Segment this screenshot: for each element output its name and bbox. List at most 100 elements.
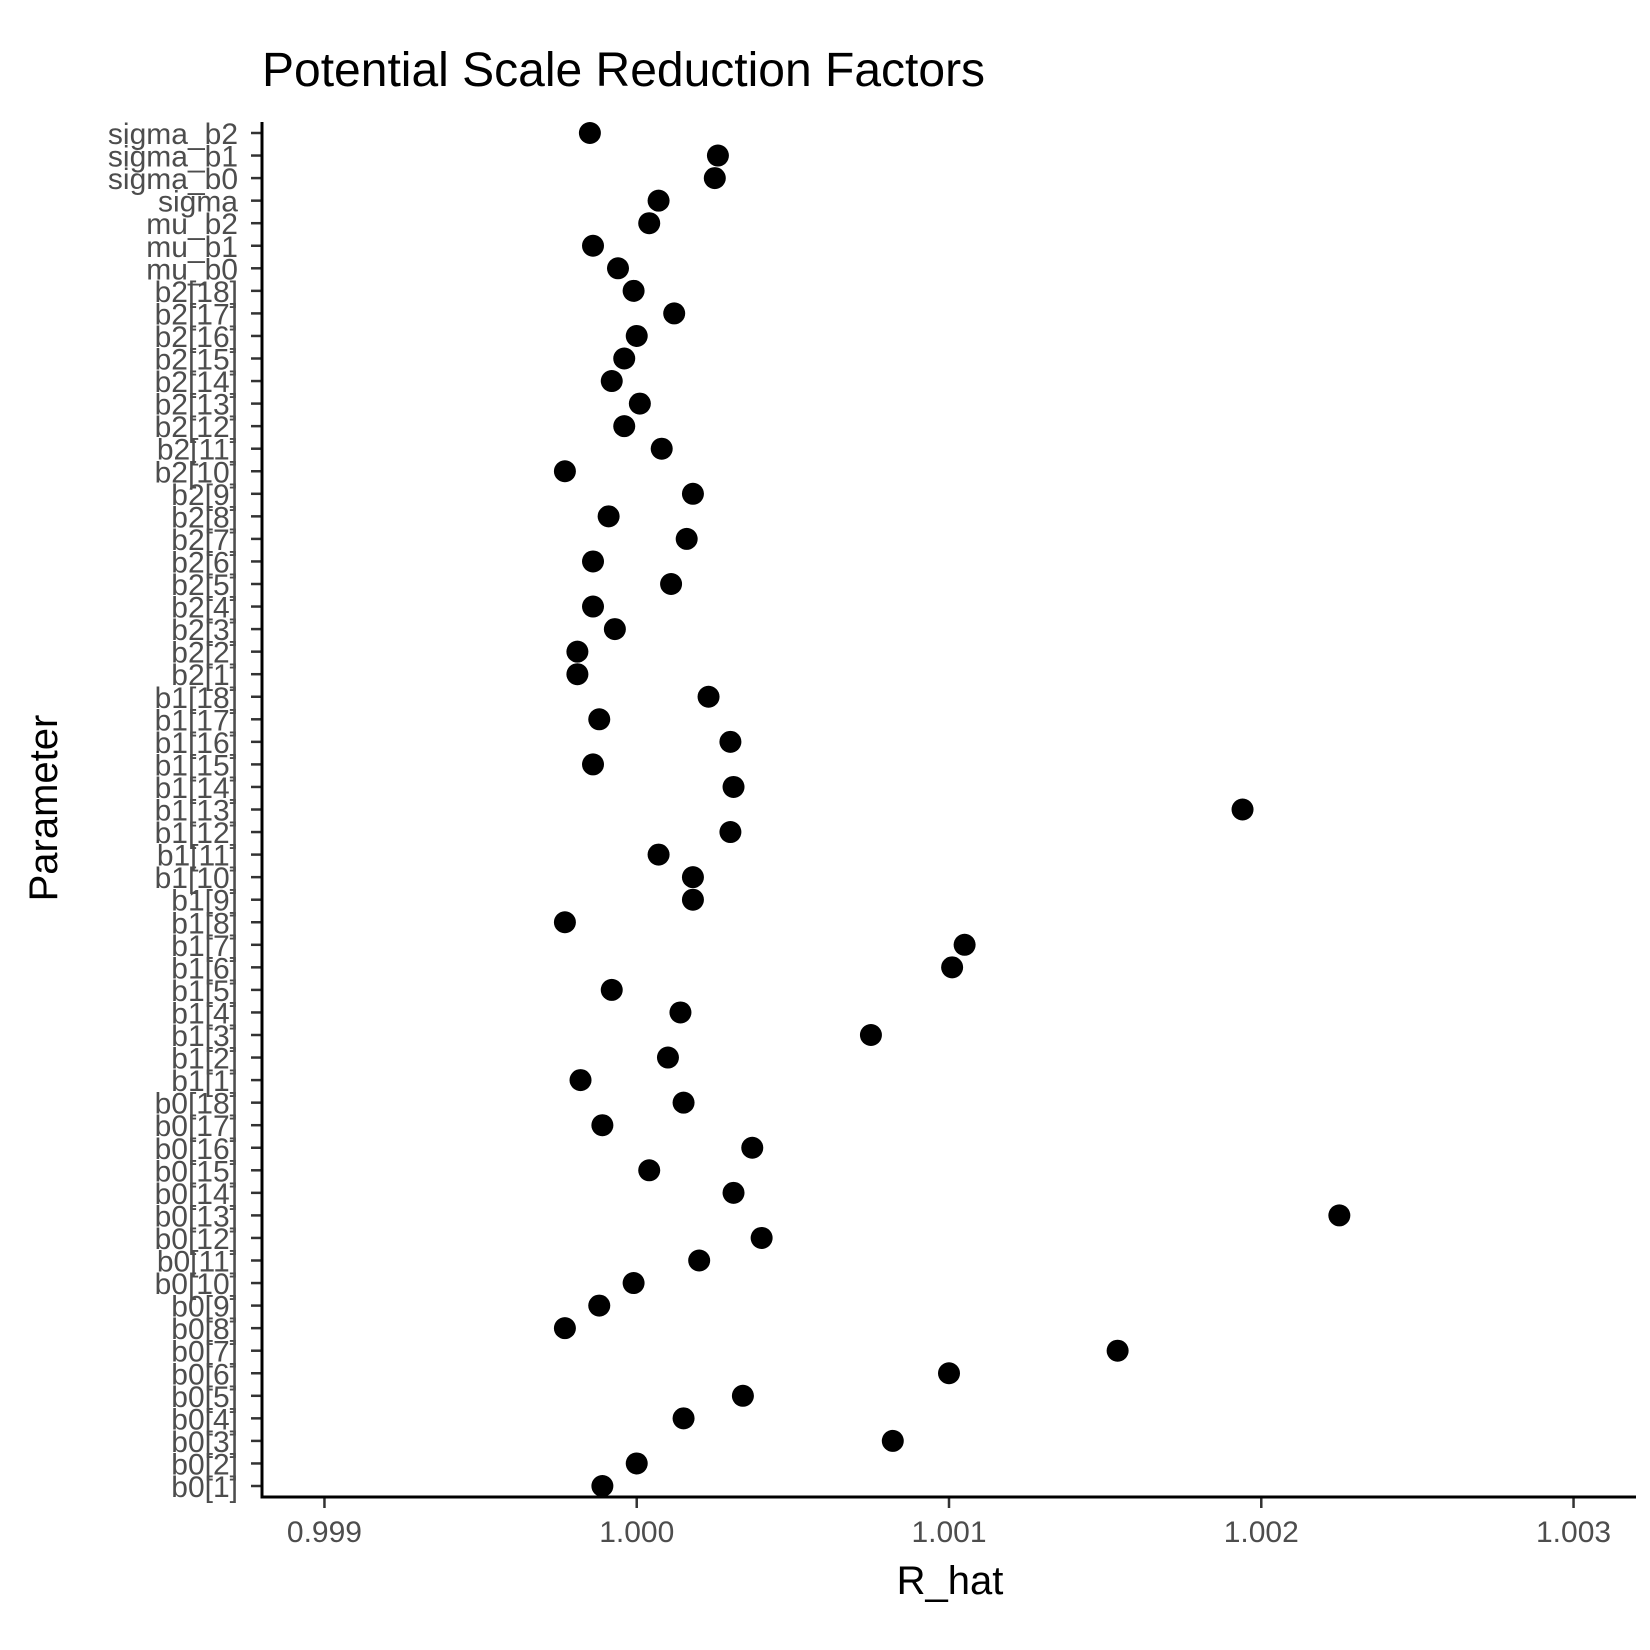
x-tick-marks	[323, 1497, 1575, 1508]
data-point	[663, 302, 686, 325]
data-point	[703, 167, 726, 190]
data-point	[1231, 798, 1254, 821]
data-point	[731, 1384, 754, 1407]
y-tick-label: b0[8]	[171, 1313, 238, 1346]
data-point	[681, 482, 704, 505]
data-point	[672, 1407, 695, 1430]
data-point	[688, 1249, 711, 1272]
y-tick-label: b1[3]	[171, 1020, 238, 1053]
data-point	[600, 370, 623, 393]
y-tick-label: b2[16]	[155, 321, 238, 354]
data-point	[553, 911, 576, 934]
data-point	[719, 730, 742, 753]
y-tick-label: b0[14]	[155, 1178, 238, 1211]
y-tick-label: b0[12]	[155, 1223, 238, 1256]
x-tick-label: 1.003	[1536, 1516, 1611, 1549]
y-tick-label: b1[13]	[155, 795, 238, 828]
y-tick-label: b1[5]	[171, 975, 238, 1008]
chart-title: Potential Scale Reduction Factors	[262, 44, 985, 97]
y-tick-label: b0[18]	[155, 1088, 238, 1121]
data-point	[591, 1475, 614, 1497]
data-point	[553, 1317, 576, 1340]
y-tick-label: b1[17]	[155, 704, 238, 737]
y-tick-label: b0[10]	[155, 1268, 238, 1301]
data-point	[622, 279, 645, 302]
y-tick-label: b1[9]	[171, 885, 238, 918]
y-tick-label: b1[12]	[155, 817, 238, 850]
data-point	[722, 1181, 745, 1204]
y-tick-label: mu_b2	[146, 208, 238, 241]
y-tick-label: b2[1]	[171, 659, 238, 692]
data-point	[578, 122, 601, 144]
data-point	[881, 1429, 904, 1452]
y-tick-label: b0[5]	[171, 1381, 238, 1414]
x-tick-label: 1.002	[1224, 1516, 1299, 1549]
y-tick-label: b2[10]	[155, 456, 238, 489]
data-point	[941, 956, 964, 979]
data-point	[660, 573, 683, 595]
y-tick-label: b0[6]	[171, 1358, 238, 1391]
data-point	[697, 685, 720, 708]
y-tick-label: b2[2]	[171, 637, 238, 670]
data-point	[650, 437, 673, 460]
data-point	[606, 257, 629, 280]
y-tick-label: b2[5]	[171, 569, 238, 602]
data-point	[603, 618, 626, 641]
data-point	[600, 978, 623, 1001]
data-point	[719, 821, 742, 844]
data-point	[953, 933, 976, 956]
data-points	[553, 122, 1351, 1497]
data-point	[675, 527, 698, 550]
data-point	[582, 550, 605, 573]
y-tick-label: b1[15]	[155, 749, 238, 782]
data-point	[553, 460, 576, 483]
data-point	[591, 1114, 614, 1137]
y-tick-label: b2[6]	[171, 546, 238, 579]
data-point	[588, 1294, 611, 1317]
data-point	[938, 1362, 960, 1385]
y-tick-label: b2[3]	[171, 614, 238, 647]
data-point	[859, 1024, 882, 1046]
y-tick-label: b0[3]	[171, 1426, 238, 1459]
data-point	[672, 1091, 695, 1114]
y-tick-label: b0[4]	[171, 1403, 238, 1436]
data-point	[647, 189, 670, 212]
data-point	[656, 1046, 679, 1069]
data-point	[625, 324, 648, 347]
data-point	[706, 144, 729, 167]
y-tick-label: b2[8]	[171, 501, 238, 534]
y-tick-label: b1[18]	[155, 682, 238, 715]
data-point	[613, 415, 636, 438]
y-tick-label: b0[17]	[155, 1110, 238, 1143]
y-tick-label: b1[14]	[155, 772, 238, 805]
y-tick-label: sigma_b0	[108, 163, 238, 196]
y-tick-label: sigma	[158, 186, 238, 219]
y-tick-label: b1[8]	[171, 907, 238, 940]
y-tick-label: b2[13]	[155, 389, 238, 422]
data-point	[622, 1272, 645, 1295]
data-point	[582, 234, 605, 257]
y-tick-label: sigma_b2	[108, 118, 238, 151]
data-point	[628, 392, 651, 415]
data-point	[750, 1226, 773, 1249]
x-tick-label: 1.000	[599, 1516, 674, 1549]
data-point	[566, 640, 589, 663]
data-point	[582, 753, 605, 776]
y-tick-label: b2[11]	[157, 434, 238, 467]
data-point	[566, 663, 589, 686]
y-tick-label: b2[12]	[155, 411, 238, 444]
y-tick-labels: b0[1]b0[2]b0[3]b0[4]b0[5]b0[6]b0[7]b0[8]…	[108, 118, 238, 1504]
x-tick-labels: 0.999 1.000 1.001 1.002 1.003	[287, 1516, 1611, 1549]
y-tick-label: b1[4]	[171, 997, 238, 1030]
x-axis-title: R_hat	[897, 1559, 1004, 1603]
data-point	[613, 347, 636, 370]
data-point	[669, 1001, 692, 1024]
y-tick-label: b2[4]	[171, 592, 238, 625]
data-point	[681, 888, 704, 911]
x-tick-label: 1.001	[911, 1516, 986, 1549]
x-tick-label: 0.999	[287, 1516, 362, 1549]
y-tick-label: b1[7]	[171, 930, 238, 963]
y-tick-label: b0[7]	[171, 1336, 238, 1369]
data-point	[597, 505, 620, 528]
